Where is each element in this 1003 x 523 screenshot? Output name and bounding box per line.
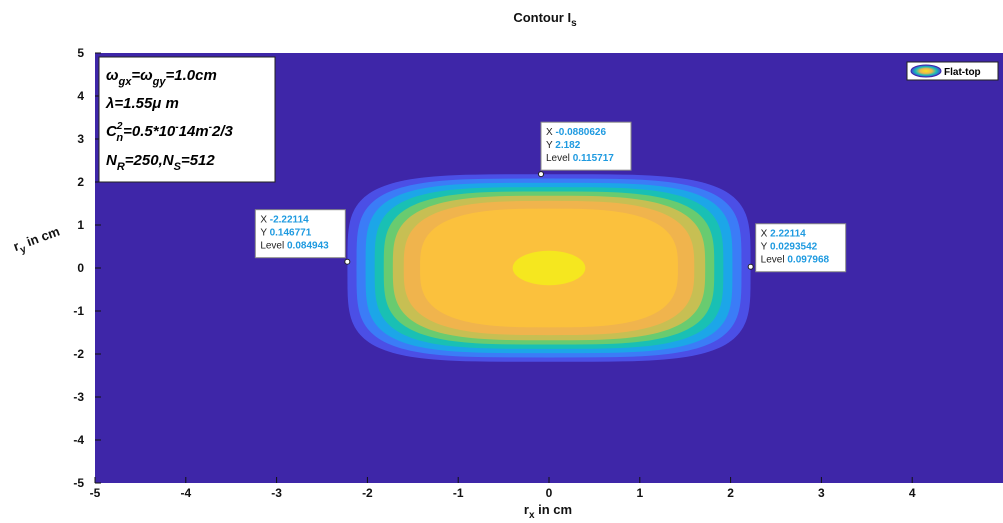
x-tick-label: -3 <box>271 486 282 500</box>
datatip-row: Level 0.084943 <box>260 241 329 252</box>
y-tick-label: 1 <box>77 218 84 232</box>
x-tick-label: -4 <box>180 486 191 500</box>
y-tick-label: -2 <box>73 347 84 361</box>
legend-label-flat-top: Flat-top <box>944 67 981 78</box>
chart-title: Contour Is <box>513 10 577 29</box>
y-tick-label: -5 <box>73 476 84 490</box>
x-tick-label: 1 <box>636 486 643 500</box>
y-axis-label: ry in cm <box>11 223 63 257</box>
annotation-line-3: C2 n=0.5*10-14m-2/3 <box>106 121 234 144</box>
x-axis-ticks: -5 -4 -3 -2 -1 0 1 2 3 4 <box>90 477 916 500</box>
annotation-line-2: λ=1.55μ m <box>105 95 179 112</box>
datatip-row: Y 0.146771 <box>260 228 311 239</box>
x-tick-label: 2 <box>727 486 734 500</box>
datatip-marker <box>747 263 754 270</box>
x-tick-label: -1 <box>453 486 464 500</box>
y-tick-label: 4 <box>77 89 84 103</box>
datatip-box <box>254 209 346 259</box>
x-tick-label: 4 <box>909 486 916 500</box>
x-axis-label: rx in cm <box>524 502 572 518</box>
datatip-row: X -2.22114 <box>260 215 309 226</box>
datatip-row: Y 2.182 <box>546 140 581 151</box>
datatip-row: X -0.0880626 <box>546 127 606 138</box>
parameter-annotation: ωgx=ωgy=1.0cm λ=1.55μ m C2 n=0.5*10-14m-2… <box>98 56 276 183</box>
datatip-row: Level 0.097968 <box>761 255 830 266</box>
annotation-line-4: NR=250,NS=512 <box>106 152 215 173</box>
x-tick-label: -5 <box>90 486 101 500</box>
x-tick-label: -2 <box>362 486 373 500</box>
datatips: X -0.0880626 Y 2.182 Level 0.115717 X -2.22… <box>254 121 847 273</box>
y-tick-label: 2 <box>77 175 84 189</box>
y-tick-label: 3 <box>77 132 84 146</box>
contour-fills <box>347 174 751 362</box>
annotation-box <box>98 56 276 183</box>
datatip-marker <box>538 171 545 178</box>
y-axis-ticks: -5 -4 -3 -2 -1 0 1 2 3 4 5 <box>73 46 101 490</box>
datatip-box <box>755 223 847 273</box>
datatip[interactable]: X -0.0880626 Y 2.182 Level 0.115717 <box>538 121 632 178</box>
y-tick-label: -3 <box>73 390 84 404</box>
datatip-row: Level 0.115717 <box>546 153 614 164</box>
datatip[interactable]: X 2.22114 Y 0.0293542 Level 0.097968 <box>747 223 847 273</box>
x-tick-label: 0 <box>546 486 553 500</box>
y-tick-label: -4 <box>73 433 84 447</box>
y-tick-label: -1 <box>73 304 84 318</box>
datatip-box <box>540 121 632 171</box>
datatip[interactable]: X -2.22114 Y 0.146771 Level 0.084943 <box>254 209 351 265</box>
datatip-row: Y 0.0293542 <box>761 242 818 253</box>
legend-swatch <box>910 64 942 78</box>
annotation-line-1: ωgx=ωgy=1.0cm <box>106 67 217 88</box>
datatip-row: X 2.22114 <box>761 229 806 240</box>
datatip-marker <box>344 258 351 265</box>
y-tick-label: 5 <box>77 46 84 60</box>
contour-level-8 <box>512 250 586 286</box>
y-tick-label: 0 <box>77 261 84 275</box>
legend[interactable]: Flat-top <box>906 61 999 81</box>
x-tick-label: 3 <box>818 486 825 500</box>
